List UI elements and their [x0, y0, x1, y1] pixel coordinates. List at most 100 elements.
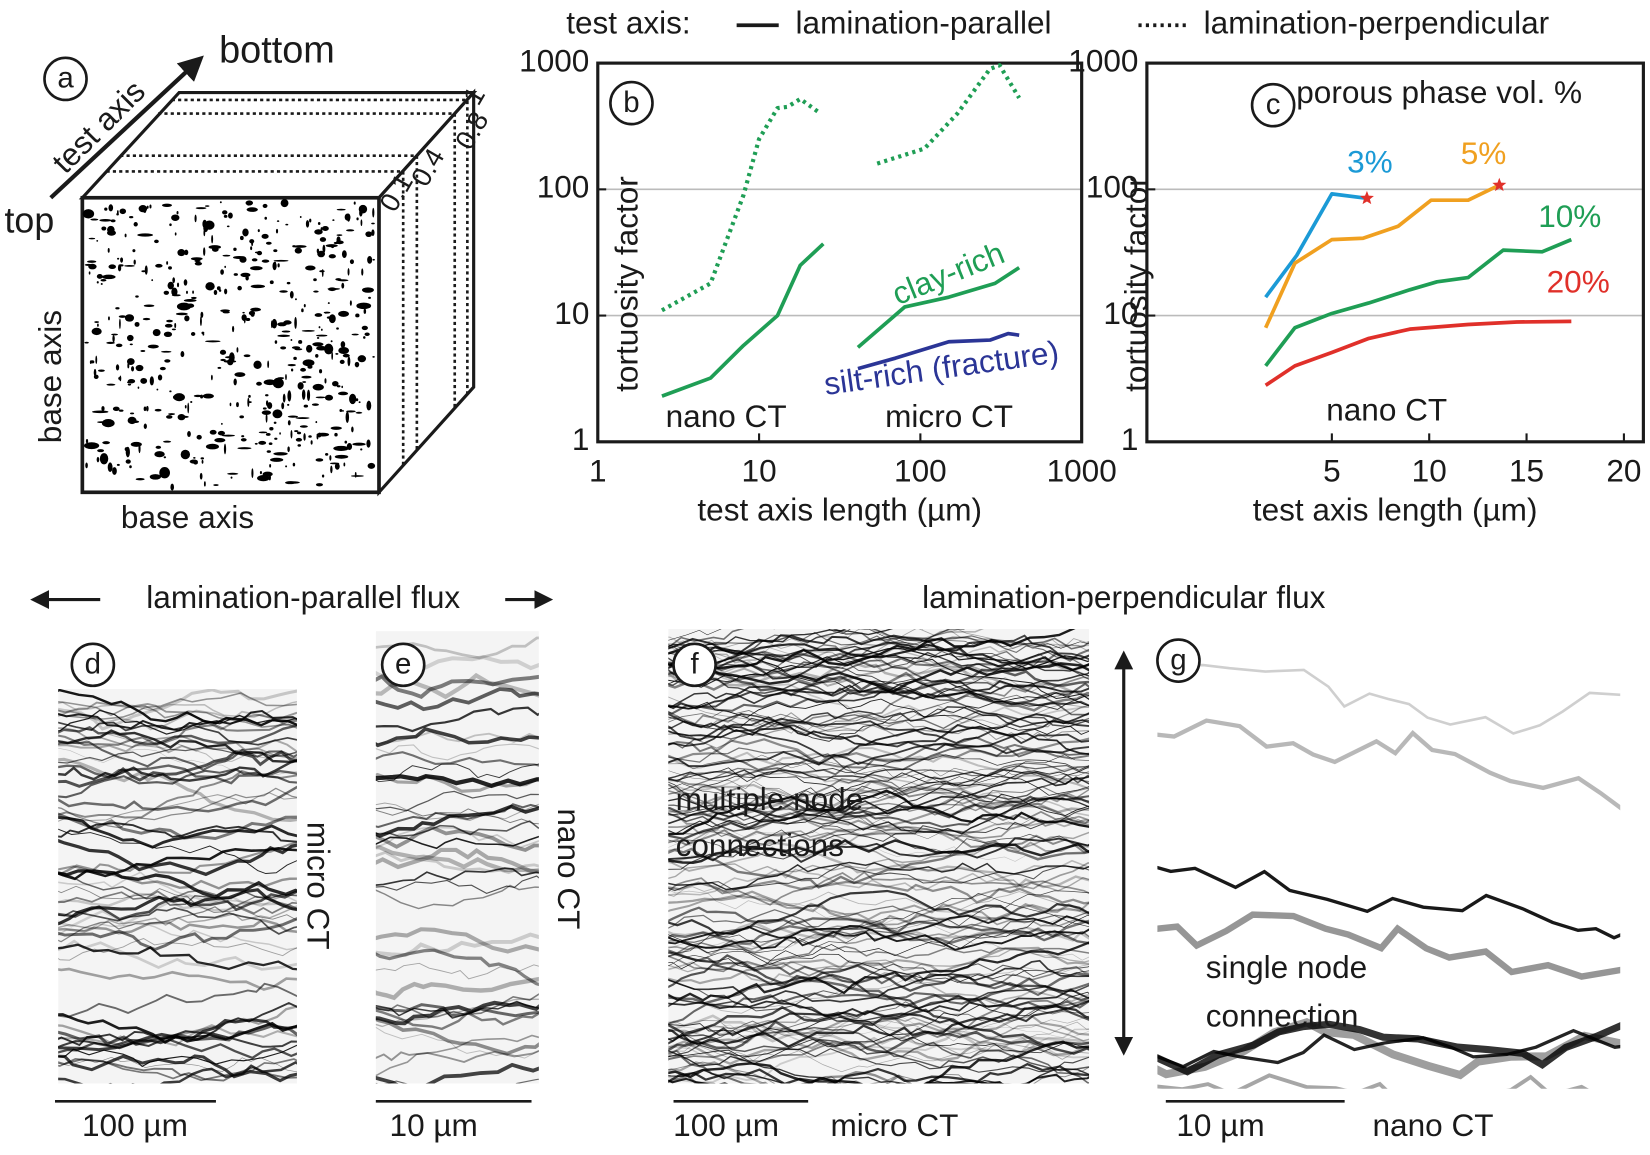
- image-caption: micro CT: [830, 1107, 958, 1143]
- y-axis-label: tortuosity factor: [1118, 176, 1154, 392]
- pore-network: [58, 891, 297, 928]
- pore: [280, 346, 287, 350]
- pore-network: [668, 776, 1090, 825]
- pore: [340, 341, 346, 349]
- pore: [169, 223, 172, 227]
- pore-network: [375, 825, 539, 852]
- pore-network: [668, 629, 1090, 649]
- pore: [164, 359, 171, 363]
- pore: [346, 410, 356, 413]
- pore: [338, 346, 350, 355]
- pore: [134, 321, 140, 327]
- panel-circle: [1250, 82, 1296, 128]
- test-axis-arrow: [49, 55, 204, 200]
- pore-network: [375, 1034, 539, 1077]
- pore: [315, 421, 318, 424]
- pore-network: [58, 1023, 297, 1046]
- pore-network: [58, 701, 297, 731]
- pore: [354, 472, 357, 478]
- pore: [101, 226, 107, 231]
- pore-network: [58, 937, 297, 961]
- pore: [159, 366, 166, 371]
- pore: [326, 348, 330, 351]
- pore: [312, 383, 324, 391]
- pore: [318, 326, 321, 329]
- pore-network: [668, 1016, 1090, 1054]
- pore: [285, 223, 289, 226]
- pore: [263, 379, 277, 386]
- pore: [271, 318, 278, 329]
- series-label: 5%: [1461, 135, 1507, 171]
- series-line: [661, 242, 825, 398]
- pore-network: [668, 861, 1090, 891]
- pore: [257, 475, 270, 482]
- pore: [194, 214, 197, 223]
- pore-network: [668, 694, 1090, 742]
- slice-line: [158, 112, 457, 409]
- annotation: nano CT: [1326, 392, 1447, 428]
- pore: [261, 410, 272, 415]
- pore: [272, 377, 284, 389]
- pore: [327, 302, 330, 304]
- pore: [268, 474, 271, 481]
- legend-item: lamination-parallel: [796, 5, 1052, 41]
- pore-network: [58, 709, 297, 731]
- legend-item: lamination-perpendicular: [1204, 5, 1549, 41]
- pore: [363, 336, 366, 339]
- pore: [219, 201, 222, 204]
- pore: [306, 389, 311, 402]
- pore: [202, 393, 214, 399]
- pore: [293, 245, 307, 248]
- pore: [272, 261, 277, 271]
- pore-network: [668, 959, 1090, 1004]
- pore-network: [668, 871, 1090, 906]
- pore-network: [668, 764, 1090, 821]
- pore: [140, 349, 146, 352]
- pore-network: [668, 837, 1090, 863]
- pore: [296, 431, 302, 435]
- pore: [112, 467, 117, 475]
- pore: [239, 256, 247, 263]
- pore: [342, 353, 350, 358]
- pore: [88, 263, 97, 270]
- pore-network: [375, 1003, 539, 1018]
- pore: [265, 413, 268, 423]
- panel-label: d: [85, 648, 101, 681]
- pore: [87, 260, 97, 263]
- pore: [279, 290, 288, 293]
- pore: [117, 264, 122, 272]
- pore: [106, 341, 115, 344]
- pore: [93, 368, 97, 377]
- pore: [107, 462, 113, 473]
- pore-network: [668, 789, 1090, 840]
- image: [375, 631, 539, 1084]
- pore: [265, 400, 269, 407]
- pore: [359, 209, 363, 217]
- pore: [332, 381, 339, 387]
- pore: [324, 312, 327, 314]
- pore: [282, 393, 286, 403]
- pore: [135, 364, 144, 372]
- pore: [96, 240, 99, 242]
- pore-network: [668, 710, 1090, 749]
- y-tick-label: 10: [554, 295, 589, 331]
- panel-label: b: [623, 86, 639, 119]
- pore: [239, 235, 244, 241]
- pore: [154, 239, 159, 244]
- pore: [200, 394, 204, 399]
- pore-network: [58, 1057, 297, 1082]
- pore: [368, 296, 371, 299]
- pore: [353, 201, 356, 205]
- pore: [190, 401, 193, 403]
- pore: [154, 408, 162, 412]
- pore-network: [58, 816, 297, 849]
- pore: [127, 358, 135, 366]
- pore-network: [668, 999, 1090, 1063]
- pore: [356, 302, 372, 310]
- pore: [236, 402, 239, 408]
- pore: [224, 265, 227, 268]
- pore-network: [58, 967, 297, 991]
- pore-network: [1157, 1020, 1621, 1076]
- pore: [203, 247, 206, 256]
- pore-network: [58, 864, 297, 890]
